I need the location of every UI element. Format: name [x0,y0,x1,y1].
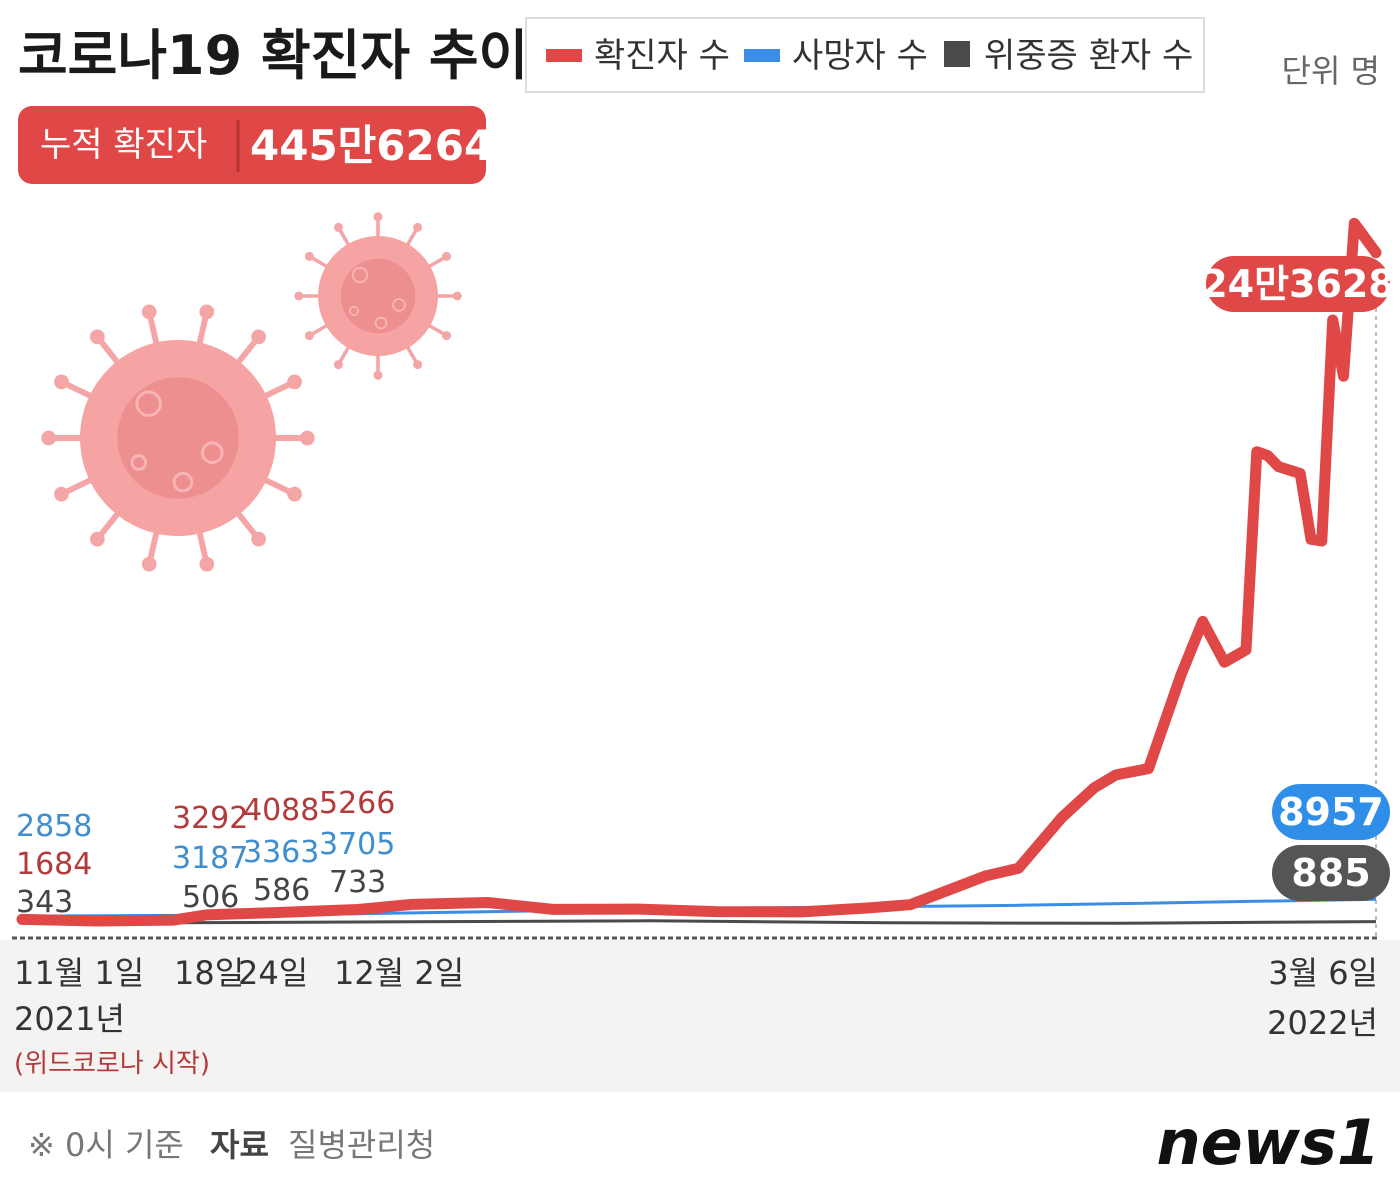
x-tick-start-date: 11월 1일 [14,954,144,992]
virus-icon [41,304,315,572]
end-label-deaths-bg [1272,784,1390,840]
end-label-critical-bg [1272,845,1390,901]
annotation-deaths-dec2: 3705 [319,827,395,862]
chart-title: 코로나19 확진자 추이 [18,24,528,87]
x-tick-nov24: 24일 [238,954,308,992]
x-tick-end-date: 3월 6일 [1268,954,1378,992]
footer-source: 질병관리청 [288,1126,435,1164]
annotation-critical-nov1: 343 [16,885,73,920]
end-label-confirmed-bg [1206,256,1390,312]
legend-box [525,17,1205,93]
cumulative-badge [18,106,486,184]
legend-label-confirmed: 확진자 수 [594,36,730,76]
footer-source-label: 자료 [210,1126,269,1164]
unit-label: 단위 명 [1282,52,1381,90]
annotation-deaths-nov18: 3187 [172,841,248,876]
x-axis-band [0,940,1400,1092]
legend-swatch-deaths [744,49,780,62]
annotation-confirmed-dec2: 5266 [319,786,395,821]
annotation-confirmed-nov18: 3292 [172,801,248,836]
x-tick-dec2: 12월 2일 [334,954,464,992]
end-label-critical: 885 [1291,851,1370,895]
cumulative-badge-value: 445만6264 [250,121,493,170]
x-tick-start-year: 2021년 [14,1000,125,1038]
cumulative-badge-label: 누적 확진자 [40,125,207,165]
news1-logo: news1 [1156,1106,1380,1179]
end-label-confirmed: 24만3628 [1201,262,1395,306]
series-line-confirmed [16,217,1382,927]
x-tick-end-year: 2022년 [1267,1004,1378,1042]
annotation-confirmed-nov1: 1684 [16,847,92,882]
virus-icon [294,212,462,380]
series-line-critical [21,919,1377,925]
x-tick-start-note: (위드코로나 시작) [14,1049,210,1079]
legend-label-critical: 위중증 환자 수 [984,36,1193,76]
annotation-confirmed-nov24: 4088 [243,793,319,828]
annotation-deaths-nov1: 2858 [16,809,92,844]
legend-swatch-confirmed [546,49,582,62]
legend-swatch-critical [944,41,970,67]
footer-note: ※ 0시 기준 [28,1126,184,1164]
end-label-deaths: 8957 [1278,790,1384,834]
annotation-deaths-nov24: 3363 [243,835,319,870]
x-tick-nov18: 18일 [174,954,244,992]
legend-label-deaths: 사망자 수 [792,36,928,76]
annotation-critical-dec2: 733 [329,865,386,900]
annotation-critical-nov24: 586 [253,873,310,908]
annotation-critical-nov18: 506 [182,880,239,915]
